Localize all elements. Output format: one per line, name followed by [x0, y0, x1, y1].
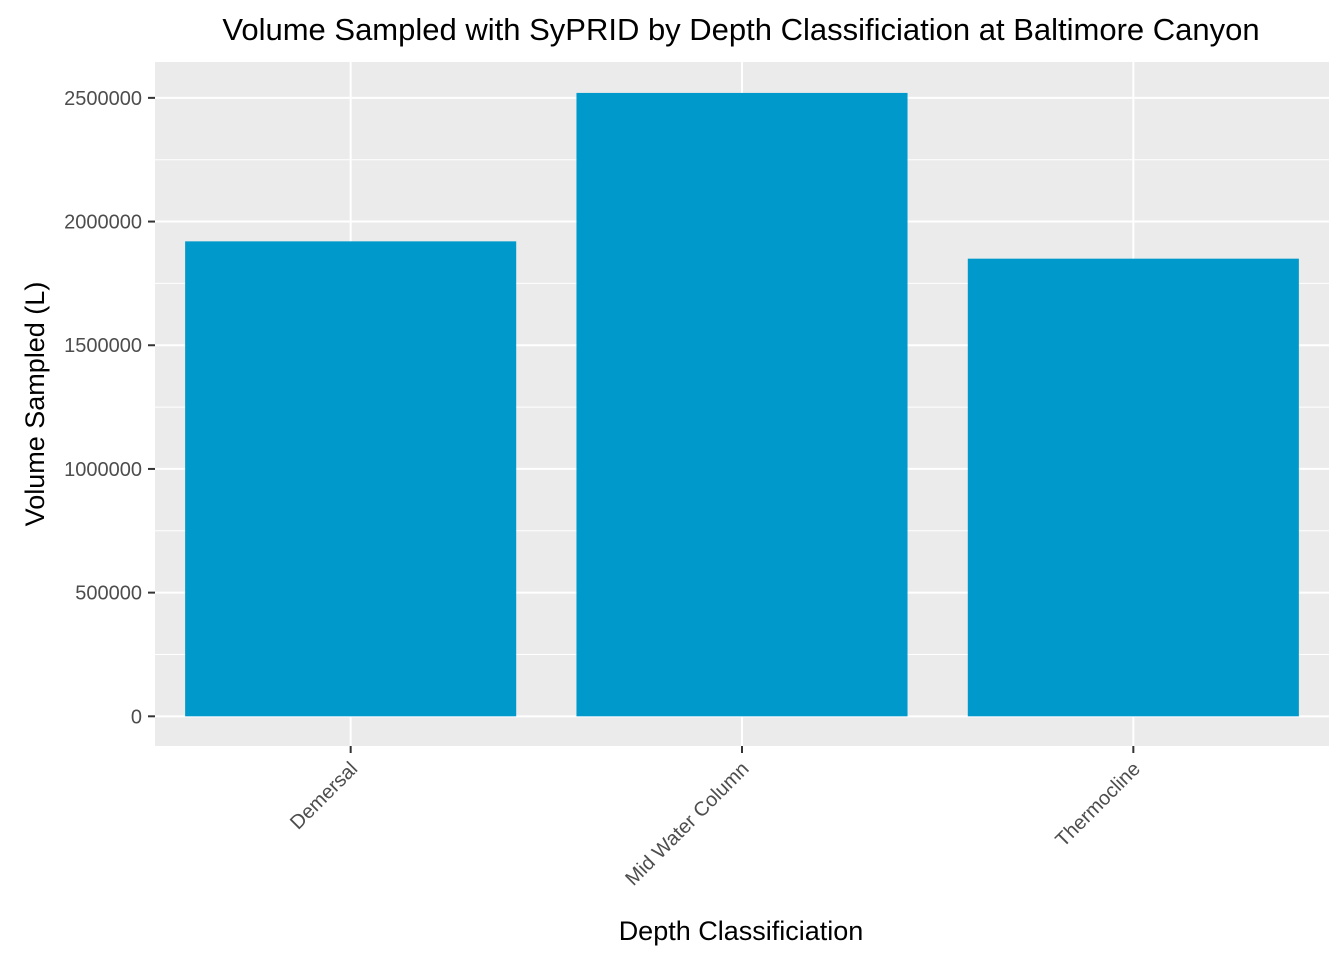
bar-demersal: [185, 241, 517, 717]
bar-mid-water-column: [576, 92, 908, 717]
x-tick-label: Mid Water Column: [621, 758, 753, 890]
chart-title: Volume Sampled with SyPRID by Depth Clas…: [222, 12, 1259, 47]
x-axis-title: Depth Classificiation: [619, 916, 864, 946]
y-tick-label: 2500000: [64, 88, 142, 110]
y-axis: 0 500000 1000000 1500000 2000000 2500000: [64, 88, 155, 728]
bar-thermocline: [967, 258, 1299, 717]
x-tick-label: Thermocline: [1051, 758, 1144, 851]
x-tick-label: Demersal: [286, 758, 362, 834]
y-axis-title: Volume Sampled (L): [20, 282, 50, 527]
y-tick-label: 500000: [75, 583, 142, 605]
y-tick-label: 0: [131, 706, 142, 728]
bars: [185, 92, 1299, 717]
y-tick-label: 2000000: [64, 212, 142, 234]
y-tick-label: 1000000: [64, 459, 142, 481]
y-tick-label: 1500000: [64, 335, 142, 357]
x-axis: Demersal Mid Water Column Thermocline: [286, 746, 1145, 890]
